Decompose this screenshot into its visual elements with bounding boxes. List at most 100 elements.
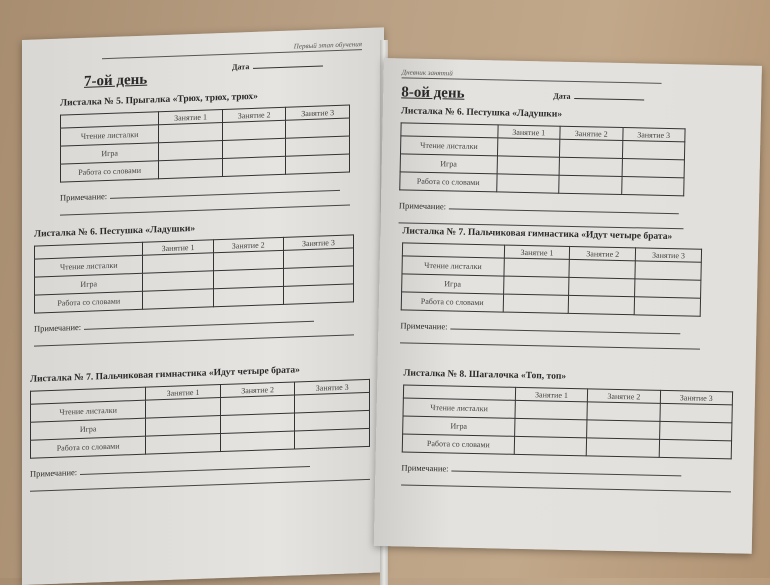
row-label: Работа со словами bbox=[30, 436, 146, 459]
note-field[interactable]: Примечание: bbox=[400, 320, 700, 336]
day-title: 7-ой день bbox=[84, 71, 148, 90]
section-title: Листалка № 7. Пальчиковая гимнастика «Ид… bbox=[402, 226, 673, 243]
day-title: 8-ой день bbox=[401, 84, 465, 102]
note-label: Примечание: bbox=[60, 191, 108, 203]
session-cell[interactable] bbox=[285, 118, 350, 139]
note-label: Примечание: bbox=[398, 200, 447, 212]
session-cell[interactable] bbox=[145, 433, 221, 455]
session-cell[interactable] bbox=[621, 140, 685, 160]
session-cell[interactable] bbox=[634, 296, 701, 317]
section-title: Листалка № 8. Шагалочка «Топ, топ» bbox=[403, 368, 567, 382]
note-field[interactable]: Примечание: bbox=[401, 462, 731, 479]
session-cell[interactable] bbox=[514, 400, 588, 420]
row-label: Чтение листалки bbox=[403, 397, 516, 419]
row-label: Чтение листалки bbox=[401, 255, 505, 277]
note-field[interactable]: Примечание: bbox=[34, 312, 354, 334]
session-cell[interactable] bbox=[569, 259, 636, 279]
exercise-section: Листалка № 8. Шагалочка «Топ, топ» Заняти… bbox=[401, 368, 733, 493]
session-cell[interactable] bbox=[635, 260, 702, 281]
note-line[interactable] bbox=[400, 342, 700, 350]
session-cell[interactable] bbox=[586, 437, 660, 458]
session-cell[interactable] bbox=[559, 157, 622, 177]
progress-table: Занятие 1 Занятие 2 Занятие 3 Чтение листал… bbox=[402, 384, 733, 459]
session-cell[interactable] bbox=[658, 439, 732, 459]
date-label: Дата bbox=[232, 62, 250, 72]
exercise-section: Листалка № 6. Пестушка «Ладушки» Занятие … bbox=[34, 218, 354, 347]
session-cell[interactable] bbox=[142, 288, 214, 310]
note-label: Примечание: bbox=[401, 462, 449, 474]
progress-table: Занятие 1 Занятие 2 Занятие 3 Чтение листал… bbox=[401, 242, 702, 317]
session-cell[interactable] bbox=[222, 120, 286, 141]
page-header: Первый этап обучения bbox=[102, 40, 362, 60]
session-cell[interactable] bbox=[213, 286, 284, 307]
session-cell[interactable] bbox=[496, 173, 560, 194]
exercise-section: Листалка № 7. Пальчиковая гимнастика «Ид… bbox=[400, 226, 702, 350]
session-cell[interactable] bbox=[497, 137, 560, 158]
date-label: Дата bbox=[553, 91, 571, 101]
session-cell[interactable] bbox=[621, 158, 685, 178]
row-label: Игра bbox=[400, 153, 498, 174]
session-cell[interactable] bbox=[514, 436, 587, 456]
row-label: Игра bbox=[401, 273, 504, 295]
session-cell[interactable] bbox=[158, 122, 223, 143]
note-field[interactable]: Примечание: bbox=[60, 183, 350, 203]
row-label: Чтение листалки bbox=[400, 135, 498, 156]
progress-table: Занятие 1 Занятие 2 Занятие 3 Чтение листал… bbox=[399, 122, 686, 196]
session-cell[interactable] bbox=[621, 176, 685, 196]
progress-table: Занятие 1 Занятие 2 Занятие 3 Чтение листал… bbox=[60, 105, 350, 183]
row-label: Работа со словами bbox=[60, 160, 159, 183]
row-label: Работа со словами bbox=[34, 291, 143, 314]
session-cell[interactable] bbox=[222, 156, 286, 177]
progress-table: Занятие 1 Занятие 2 Занятие 3 Чтение листал… bbox=[34, 234, 354, 314]
session-cell[interactable] bbox=[285, 136, 350, 157]
note-line[interactable] bbox=[401, 484, 732, 493]
note-field[interactable]: Примечание: bbox=[399, 200, 684, 216]
row-label: Работа со словами bbox=[399, 171, 497, 192]
section-title: Листалка № 6. Пестушка «Ладушки» bbox=[400, 106, 563, 120]
row-label: Работа со словами bbox=[402, 433, 515, 455]
date-field[interactable]: Дата bbox=[232, 59, 324, 72]
session-cell[interactable] bbox=[503, 258, 570, 278]
session-cell[interactable] bbox=[587, 401, 660, 422]
column-header: Занятие 3 bbox=[622, 127, 686, 142]
session-cell[interactable] bbox=[659, 403, 733, 423]
right-page: Дневник занятий 8-ой день Дата Листалка … bbox=[373, 58, 762, 554]
note-label: Примечание: bbox=[400, 320, 448, 332]
left-page: Первый этап обучения 7-ой день Дата Лист… bbox=[22, 27, 384, 585]
note-label: Примечание: bbox=[30, 467, 78, 479]
exercise-section: Листалка № 7. Пальчиковая гимнастика «Ид… bbox=[30, 363, 370, 492]
session-cell[interactable] bbox=[294, 428, 370, 449]
session-cell[interactable] bbox=[220, 430, 295, 452]
column-header: Занятие 2 bbox=[559, 126, 623, 141]
column-header: Занятие 2 bbox=[569, 246, 636, 261]
progress-table: Занятие 1 Занятие 2 Занятие 3 Чтение листал… bbox=[30, 379, 370, 459]
row-label: Игра bbox=[402, 415, 515, 437]
session-cell[interactable] bbox=[568, 295, 635, 315]
session-cell[interactable] bbox=[283, 283, 354, 305]
session-cell[interactable] bbox=[496, 155, 560, 176]
date-field[interactable]: Дата bbox=[553, 91, 645, 103]
session-cell[interactable] bbox=[285, 154, 350, 175]
session-cell[interactable] bbox=[659, 421, 732, 441]
session-cell[interactable] bbox=[158, 140, 223, 161]
row-label: Работа со словами bbox=[401, 291, 504, 313]
session-cell[interactable] bbox=[502, 294, 570, 314]
exercise-section: Листалка № 5. Прыгалка «Трюх, трюх, трюх… bbox=[60, 89, 350, 216]
session-cell[interactable] bbox=[559, 139, 623, 159]
note-line[interactable] bbox=[30, 478, 370, 492]
page-header: Дневник занятий bbox=[401, 68, 662, 84]
exercise-section: Листалка № 6. Пестушка «Ладушки» Занятие … bbox=[398, 106, 686, 230]
session-cell[interactable] bbox=[569, 277, 636, 297]
note-field[interactable]: Примечание: bbox=[30, 457, 370, 479]
session-cell[interactable] bbox=[514, 418, 588, 438]
column-header: Занятие 1 bbox=[497, 124, 561, 140]
session-cell[interactable] bbox=[558, 175, 622, 195]
session-cell[interactable] bbox=[158, 158, 223, 179]
session-cell[interactable] bbox=[503, 276, 570, 296]
session-cell[interactable] bbox=[634, 278, 701, 299]
note-line[interactable] bbox=[60, 204, 350, 216]
session-cell[interactable] bbox=[222, 138, 286, 159]
session-cell[interactable] bbox=[586, 419, 660, 440]
note-label: Примечание: bbox=[34, 321, 82, 334]
note-line[interactable] bbox=[34, 334, 354, 347]
